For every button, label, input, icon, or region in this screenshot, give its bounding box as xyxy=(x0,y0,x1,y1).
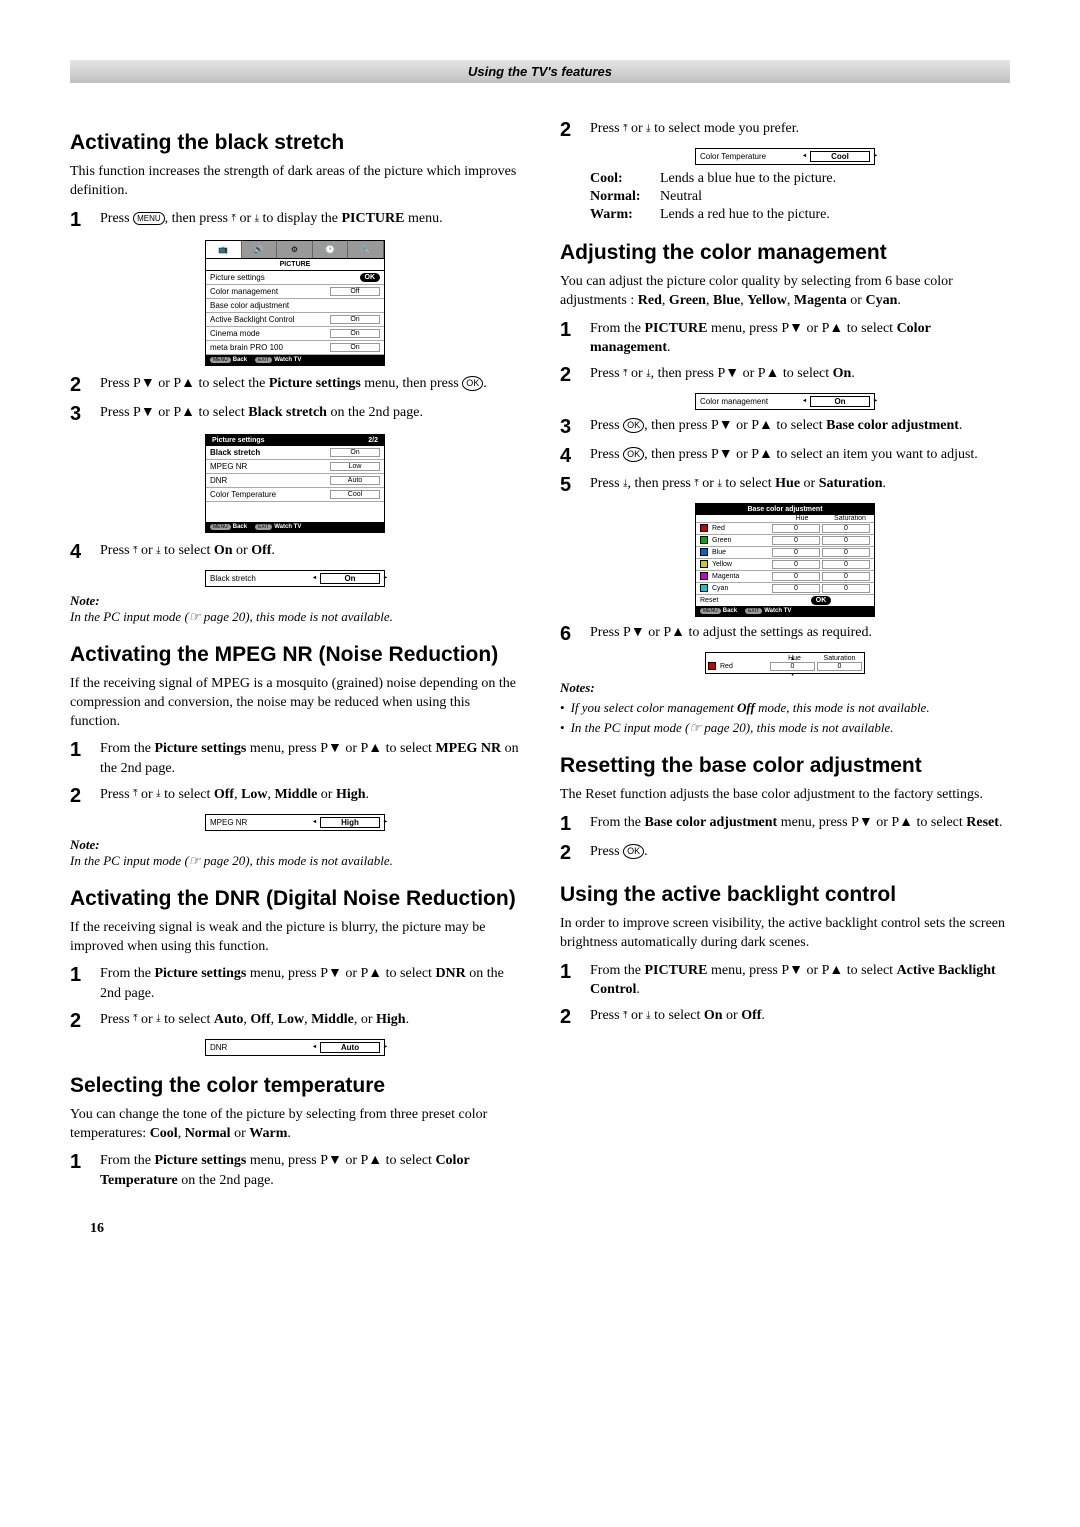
section-black-stretch-title: Activating the black stretch xyxy=(70,131,520,155)
menu-button-icon: MENU xyxy=(133,212,165,225)
step-1: 1 Press MENU, then press ⤒ or ⤓ to displ… xyxy=(70,209,520,232)
step-2: 2 Press ⤒ or ⤓, then press P▼ or P▲ to s… xyxy=(560,364,1010,387)
step-3: 3 Press P▼ or P▲ to select Black stretch… xyxy=(70,403,520,426)
base-color-table: Base color adjustment HueSaturation Red0… xyxy=(695,503,875,617)
cool-desc: Cool:Lends a blue hue to the picture. xyxy=(590,171,1010,187)
section-mpeg-nr-title: Activating the MPEG NR (Noise Reduction) xyxy=(70,643,520,667)
mpeg-nr-selector: MPEG NRHigh xyxy=(205,814,385,831)
step-1: 1 From the Picture settings menu, press … xyxy=(70,1151,520,1190)
section-dnr-title: Activating the DNR (Digital Noise Reduct… xyxy=(70,887,520,911)
header-bar: Using the TV's features xyxy=(70,60,1010,83)
section-reset-intro: The Reset function adjusts the base colo… xyxy=(560,786,1010,805)
step-4: 4 Press ⤒ or ⤓ to select On or Off. xyxy=(70,541,520,564)
step-3: 3 Press OK, then press P▼ or P▲ to selec… xyxy=(560,416,1010,439)
color-mgmt-selector: Color managementOn xyxy=(695,393,875,410)
step-5: 5 Press ⤓, then press ⤒ or ⤓ to select H… xyxy=(560,474,1010,497)
dnr-selector: DNRAuto xyxy=(205,1039,385,1056)
section-reset-title: Resetting the base color adjustment xyxy=(560,754,1010,778)
warm-desc: Warm:Lends a red hue to the picture. xyxy=(590,207,1010,223)
black-stretch-selector: Black stretchOn xyxy=(205,570,385,587)
section-dnr-intro: If the receiving signal is weak and the … xyxy=(70,919,520,957)
step-2: 2 Press OK. xyxy=(560,842,1010,865)
normal-desc: Normal:Neutral xyxy=(590,189,1010,205)
step-1: 1 From the Picture settings menu, press … xyxy=(70,964,520,1003)
picture-menu-screenshot: 📺🔊⚙🕐🔧 PICTURE Picture settingsOK Color m… xyxy=(205,240,385,366)
note-bullet: In the PC input mode (☞ page 20), this m… xyxy=(560,720,1010,736)
section-mpeg-nr-intro: If the receiving signal of MPEG is a mos… xyxy=(70,675,520,732)
section-colormgmt-title: Adjusting the color management xyxy=(560,241,1010,265)
step-6: 6 Press P▼ or P▲ to adjust the settings … xyxy=(560,623,1010,646)
section-colortemp-title: Selecting the color temperature xyxy=(70,1074,520,1098)
left-column: Activating the black stretch This functi… xyxy=(70,113,520,1237)
step-1: 1 From the Picture settings menu, press … xyxy=(70,739,520,778)
note-text: In the PC input mode (☞ page 20), this m… xyxy=(70,609,520,625)
step-2: 2 Press ⤒ or ⤓ to select mode you prefer… xyxy=(560,119,1010,142)
color-temp-selector: Color TemperatureCool xyxy=(695,148,875,165)
notes-label: Notes: xyxy=(560,680,1010,696)
step-1: 1 From the Base color adjustment menu, p… xyxy=(560,813,1010,836)
page-number: 16 xyxy=(90,1221,520,1237)
right-column: 2 Press ⤒ or ⤓ to select mode you prefer… xyxy=(560,113,1010,1237)
red-detail: HueSaturation Red00 xyxy=(705,652,865,674)
note-label: Note: xyxy=(70,837,520,853)
note-bullet: If you select color management Off mode,… xyxy=(560,700,1010,716)
ok-button-icon: OK xyxy=(623,447,644,462)
section-black-stretch-intro: This function increases the strength of … xyxy=(70,163,520,201)
section-backlight-intro: In order to improve screen visibility, t… xyxy=(560,915,1010,953)
step-2: 2 Press ⤒ or ⤓ to select On or Off. xyxy=(560,1006,1010,1029)
step-2: 2 Press ⤒ or ⤓ to select Auto, Off, Low,… xyxy=(70,1010,520,1033)
ok-button-icon: OK xyxy=(462,376,483,391)
section-backlight-title: Using the active backlight control xyxy=(560,883,1010,907)
step-1: 1 From the PICTURE menu, press P▼ or P▲ … xyxy=(560,319,1010,358)
ok-button-icon: OK xyxy=(623,418,644,433)
note-label: Note: xyxy=(70,593,520,609)
section-colormgmt-intro: You can adjust the picture color quality… xyxy=(560,273,1010,311)
step-2: 2 Press ⤒ or ⤓ to select Off, Low, Middl… xyxy=(70,785,520,808)
picture-settings-menu-screenshot: Picture settings2/2 Black stretchOn MPEG… xyxy=(205,434,385,533)
step-2: 2 Press P▼ or P▲ to select the Picture s… xyxy=(70,374,520,397)
step-1: 1 From the PICTURE menu, press P▼ or P▲ … xyxy=(560,961,1010,1000)
note-text: In the PC input mode (☞ page 20), this m… xyxy=(70,853,520,869)
section-colortemp-intro: You can change the tone of the picture b… xyxy=(70,1106,520,1144)
step-4: 4 Press OK, then press P▼ or P▲ to selec… xyxy=(560,445,1010,468)
ok-button-icon: OK xyxy=(623,844,644,859)
